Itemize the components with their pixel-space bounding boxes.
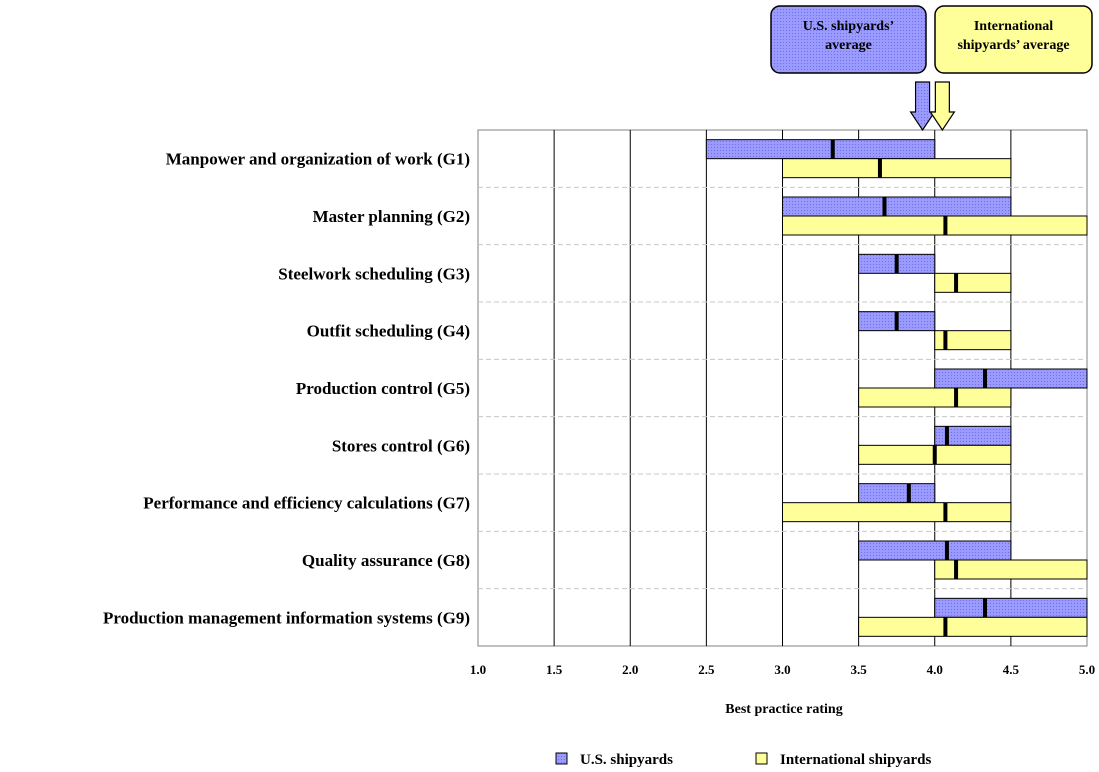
category-label: Stores control (G6) [332,436,470,455]
x-tick-label: 1.5 [546,662,563,677]
intl-range-bar [858,387,1012,408]
intl-range-bar [858,616,1088,637]
us-range-bar [858,540,1012,561]
legend-swatch [555,752,568,765]
intl-average-marker [954,560,959,579]
x-tick-label: 2.0 [622,662,638,677]
intl-range-bar [934,330,1012,351]
category-label: Quality assurance (G8) [302,551,470,570]
callout-text: shipyards’ average [957,38,1069,53]
callout-box [770,5,927,74]
us-range-bar [934,597,1088,618]
bars-layer [705,139,1088,637]
legend: U.S. shipyards International shipyards [555,752,931,768]
x-axis-title: Best practice rating [725,702,842,717]
intl-average-marker [943,216,948,235]
x-tick-label: 1.0 [470,662,486,677]
x-tick-label: 2.5 [698,662,715,677]
category-label: Steelwork scheduling (G3) [278,264,470,283]
legend-label: International shipyards [780,752,931,768]
callout-text: U.S. shipyards’ [803,19,894,34]
us-range-bar [705,139,936,160]
category-label: Production control (G5) [296,379,470,398]
us-average-marker [894,311,899,331]
us-average-marker [982,369,987,388]
x-tick-label: 4.0 [927,662,943,677]
category-label: Manpower and organization of work (G1) [166,150,470,169]
category-labels: Manpower and organization of work (G1) Ma… [103,150,470,628]
us-average-marker [906,483,911,503]
intl-average-marker [877,158,882,178]
us-range-bar [858,483,936,504]
category-label: Performance and efficiency calculations … [143,494,470,513]
intl-average-marker [954,273,959,293]
us-average-marker [882,197,887,216]
intl-average-marker [954,388,959,407]
us-average-marker [894,254,899,274]
us-range-bar [782,196,1012,217]
legend-swatch [755,752,768,765]
intl-range-bar [782,215,1088,236]
legend-label: U.S. shipyards [580,752,673,768]
intl-average-marker [932,445,937,465]
down-arrow-icon [909,81,936,132]
intl-range-bar [934,559,1088,580]
callout-box [934,5,1093,74]
us-average-marker [944,541,949,560]
category-label: Production management information system… [103,608,470,627]
x-tick-label: 4.5 [1003,662,1020,677]
intl-average-marker [943,330,948,350]
us-range-bar [934,368,1088,389]
down-arrow-icon [929,81,956,132]
intl-average-marker [943,617,948,637]
intl-range-bar [782,158,1012,179]
x-tick-label: 5.0 [1079,662,1095,677]
x-tick-label: 3.0 [774,662,790,677]
intl-range-bar [782,502,1012,523]
us-average-marker [944,426,949,446]
us-average-marker [830,139,835,159]
category-label: Master planning (G2) [313,207,470,226]
intl-average-marker [943,502,948,522]
callout-text: International [974,19,1053,34]
intl-range-bar [934,272,1012,293]
category-label: Outfit scheduling (G4) [307,322,470,341]
average-callouts: U.S. shipyards’ average International shipy… [770,5,1093,132]
x-tick-labels: 1.0 1.5 2.0 2.5 3.0 3.5 4.0 4.5 5.0 [470,662,1095,677]
callout-text: average [825,38,872,53]
us-average-marker [982,598,987,618]
x-tick-label: 3.5 [851,662,868,677]
